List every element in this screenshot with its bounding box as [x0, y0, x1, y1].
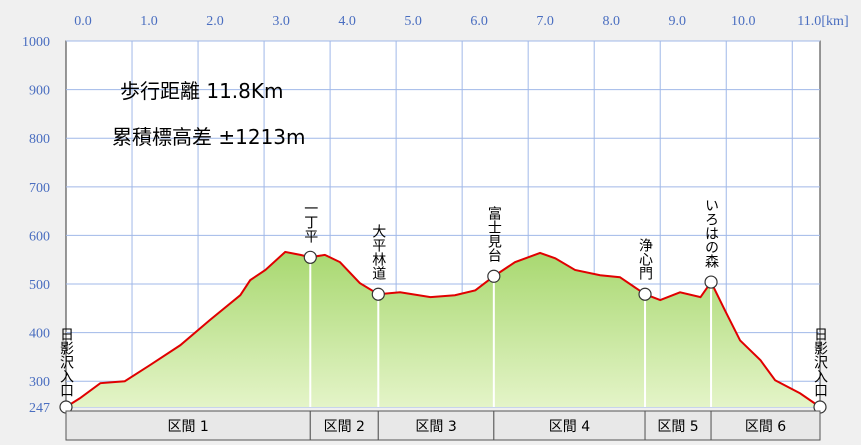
section-label: 区間 2 — [324, 419, 365, 435]
x-tick-label: 0.0 — [74, 14, 92, 29]
x-tick-label: 11.0 — [797, 14, 821, 29]
note: 累積標高差 ±1213m — [112, 125, 306, 149]
x-unit: [km] — [821, 14, 848, 29]
y-tick-label: 700 — [29, 181, 50, 196]
x-tick-label: 10.0 — [731, 14, 756, 29]
section-label: 区間 6 — [745, 419, 786, 435]
x-tick-label: 1.0 — [140, 14, 158, 29]
y-tick-label: 900 — [29, 84, 50, 99]
x-tick-label: 5.0 — [404, 14, 422, 29]
y-tick-label: 400 — [29, 327, 50, 342]
section-box — [309, 410, 379, 441]
section-label: 区間 4 — [549, 419, 590, 435]
y-tick-label: 300 — [29, 375, 50, 390]
waypoint-label: 富士見台 — [486, 206, 502, 263]
y-tick-label: 500 — [29, 278, 50, 293]
waypoint — [704, 275, 718, 289]
x-tick-label: 2.0 — [206, 14, 224, 29]
waypoint — [487, 269, 501, 283]
waypoint — [303, 250, 317, 264]
y-tick-label: 600 — [29, 229, 50, 244]
waypoint-label: 日影沢入口 — [812, 327, 828, 397]
y-tick-label: 1000 — [22, 35, 50, 50]
section-box — [710, 410, 821, 441]
section-label: 区間 5 — [657, 419, 698, 435]
waypoint-label: 日影沢入口 — [58, 327, 74, 397]
waypoint — [371, 287, 385, 301]
area — [66, 251, 820, 407]
waypoint-label: 大平林道 — [370, 224, 386, 281]
x-tick-label: 7.0 — [536, 14, 554, 29]
section-box — [644, 410, 712, 441]
waypoint-label: 浄心門 — [637, 238, 653, 281]
section-box — [377, 410, 495, 441]
section-box — [65, 410, 311, 441]
x-tick-label: 4.0 — [338, 14, 356, 29]
waypoint-label: いろはの森 — [703, 198, 719, 268]
x-tick-label: 9.0 — [668, 14, 686, 29]
section-label: 区間 3 — [415, 419, 456, 435]
y-tick-label: 800 — [29, 132, 50, 147]
section-label: 区間 1 — [167, 419, 208, 435]
x-tick-label: 3.0 — [272, 14, 290, 29]
waypoint-label: 一丁平 — [302, 201, 318, 243]
note: 歩行距離 11.8Km — [120, 79, 284, 103]
x-tick-label: 8.0 — [602, 14, 620, 29]
y-tick-label: 247 — [29, 401, 50, 416]
waypoint — [638, 287, 652, 301]
x-tick-label: 6.0 — [470, 14, 488, 29]
